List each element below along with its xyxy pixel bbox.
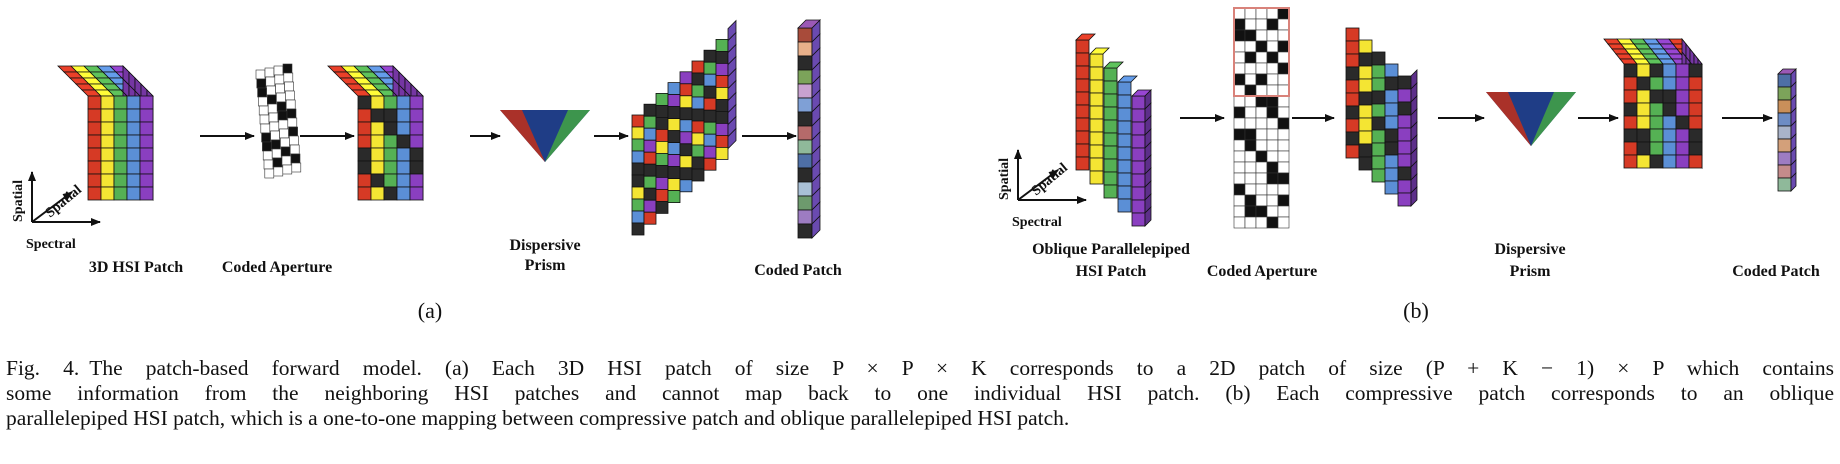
caption-line-2: some information from the neighboring HS… [6,381,1834,405]
axis-spectral-a: Spectral [26,237,76,252]
caption-line-3: parallelepiped HSI patch, which is a one… [6,406,1070,430]
coded-patch-a [797,19,821,239]
coded-aperture-a [255,63,302,179]
figure-caption: Fig. 4. The patch-based forward model. (a… [6,356,1834,431]
label-coded-patch-a: Coded Patch [754,262,842,279]
masked-cube-a [327,65,424,201]
figure-4: Spatial Spatial Spectral 3D HSI Patch Co… [11,7,1820,323]
coded-patch-b [1777,68,1797,192]
panel-b: Spatial Spatial Spectral Oblique Paralle… [997,7,1820,323]
label-dispersive-b: Dispersive [1494,241,1565,258]
label-prism-a: Prism [525,257,567,274]
caption-label: Fig. 4. [6,356,80,380]
axis-spectral-b: Spectral [1012,215,1062,230]
dispersive-prism-b [1486,92,1576,146]
label-3d-hsi-patch: 3D HSI Patch [89,259,183,276]
axis-spatial-vertical-b: Spatial [997,158,1012,200]
axis-spatial-diagonal-b: Spatial [1029,160,1071,199]
dispersive-prism-a [500,110,590,162]
axes-a [28,171,101,226]
label-prism-b: Prism [1510,263,1552,280]
panel-tag-a: (a) [418,298,442,323]
aligned-cube-b [1603,37,1703,170]
axis-spatial-diagonal-a: Spatial [43,182,85,221]
label-coded-patch-b: Coded Patch [1732,263,1820,280]
panel-a: Spatial Spatial Spectral 3D HSI Patch Co… [11,19,842,323]
axis-spatial-vertical-a: Spatial [11,180,26,222]
masked-oblique-b [1345,27,1418,207]
caption-line-1: The patch-based forward model. (a) Each … [89,356,1834,380]
axes-b [1014,149,1087,204]
label-oblique-parallelepiped: Oblique Parallelepiped [1032,241,1190,258]
oblique-hsi-patch-b [1075,33,1152,227]
hsi-patch-cube-a [57,65,154,201]
label-coded-aperture-a: Coded Aperture [222,259,332,276]
coded-aperture-b [1233,7,1290,229]
panel-tag-b: (b) [1403,298,1429,323]
label-dispersive-a: Dispersive [509,237,580,254]
sheared-cube-a [631,19,737,236]
label-coded-aperture-b: Coded Aperture [1207,263,1317,280]
label-hsi-patch-b: HSI Patch [1076,263,1147,280]
